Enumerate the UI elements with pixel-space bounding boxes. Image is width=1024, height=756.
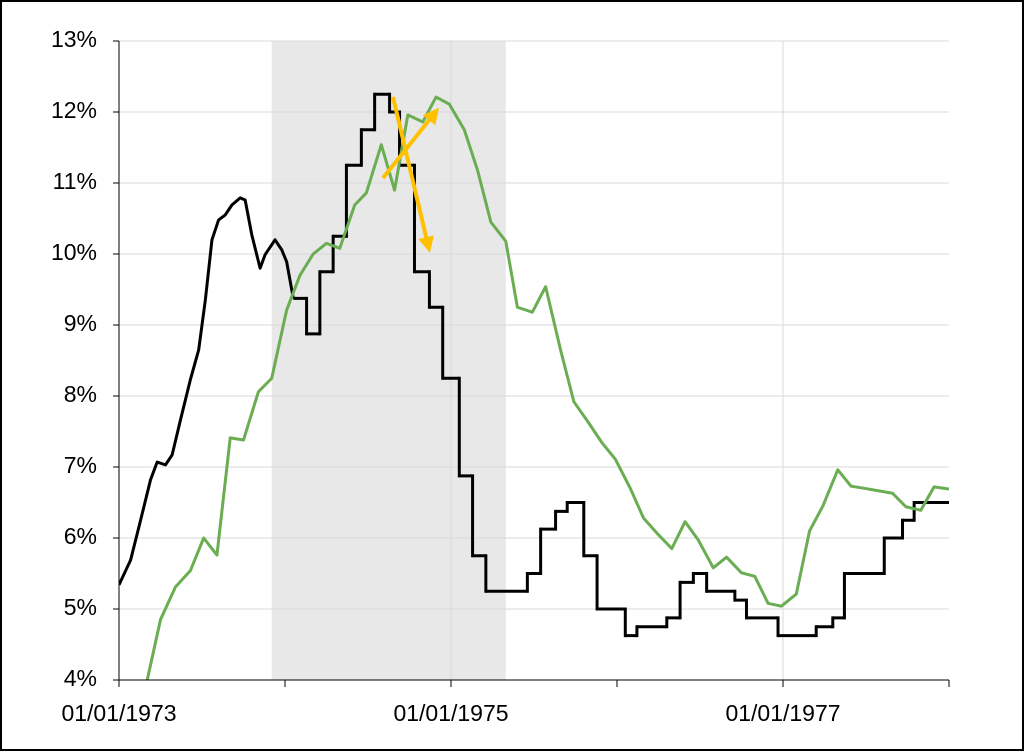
y-tick-label: 13% <box>51 26 97 52</box>
series-line <box>119 196 295 586</box>
annotation-arrows <box>381 96 439 253</box>
grid-layer <box>119 40 949 681</box>
series-line <box>145 95 949 681</box>
axes-layer: 4% 5% 6% 7% 8% 9% 10% 11% 12% 13% 01/01/1973 01/01/… <box>51 26 950 726</box>
background-layer <box>271 41 506 680</box>
y-tick-label: 12% <box>51 97 97 123</box>
x-tick-label: 01/01/1973 <box>61 700 176 726</box>
y-tick-label: 7% <box>64 452 97 478</box>
x-tick-label: 01/01/1975 <box>393 700 508 726</box>
marks-layer <box>119 92 949 681</box>
y-tick-label: 9% <box>64 310 97 336</box>
y-tick-label: 10% <box>51 239 97 265</box>
y-tick-label: 5% <box>64 594 97 620</box>
y-tick-label: 11% <box>53 168 97 194</box>
arrow <box>381 107 439 180</box>
y-tick-label: 6% <box>64 523 97 549</box>
arrow <box>391 96 434 253</box>
shaded-region <box>271 41 506 680</box>
y-tick-label: 4% <box>64 665 97 691</box>
y-tick-label: 8% <box>64 381 97 407</box>
x-tick-label: 01/01/1977 <box>725 700 840 726</box>
